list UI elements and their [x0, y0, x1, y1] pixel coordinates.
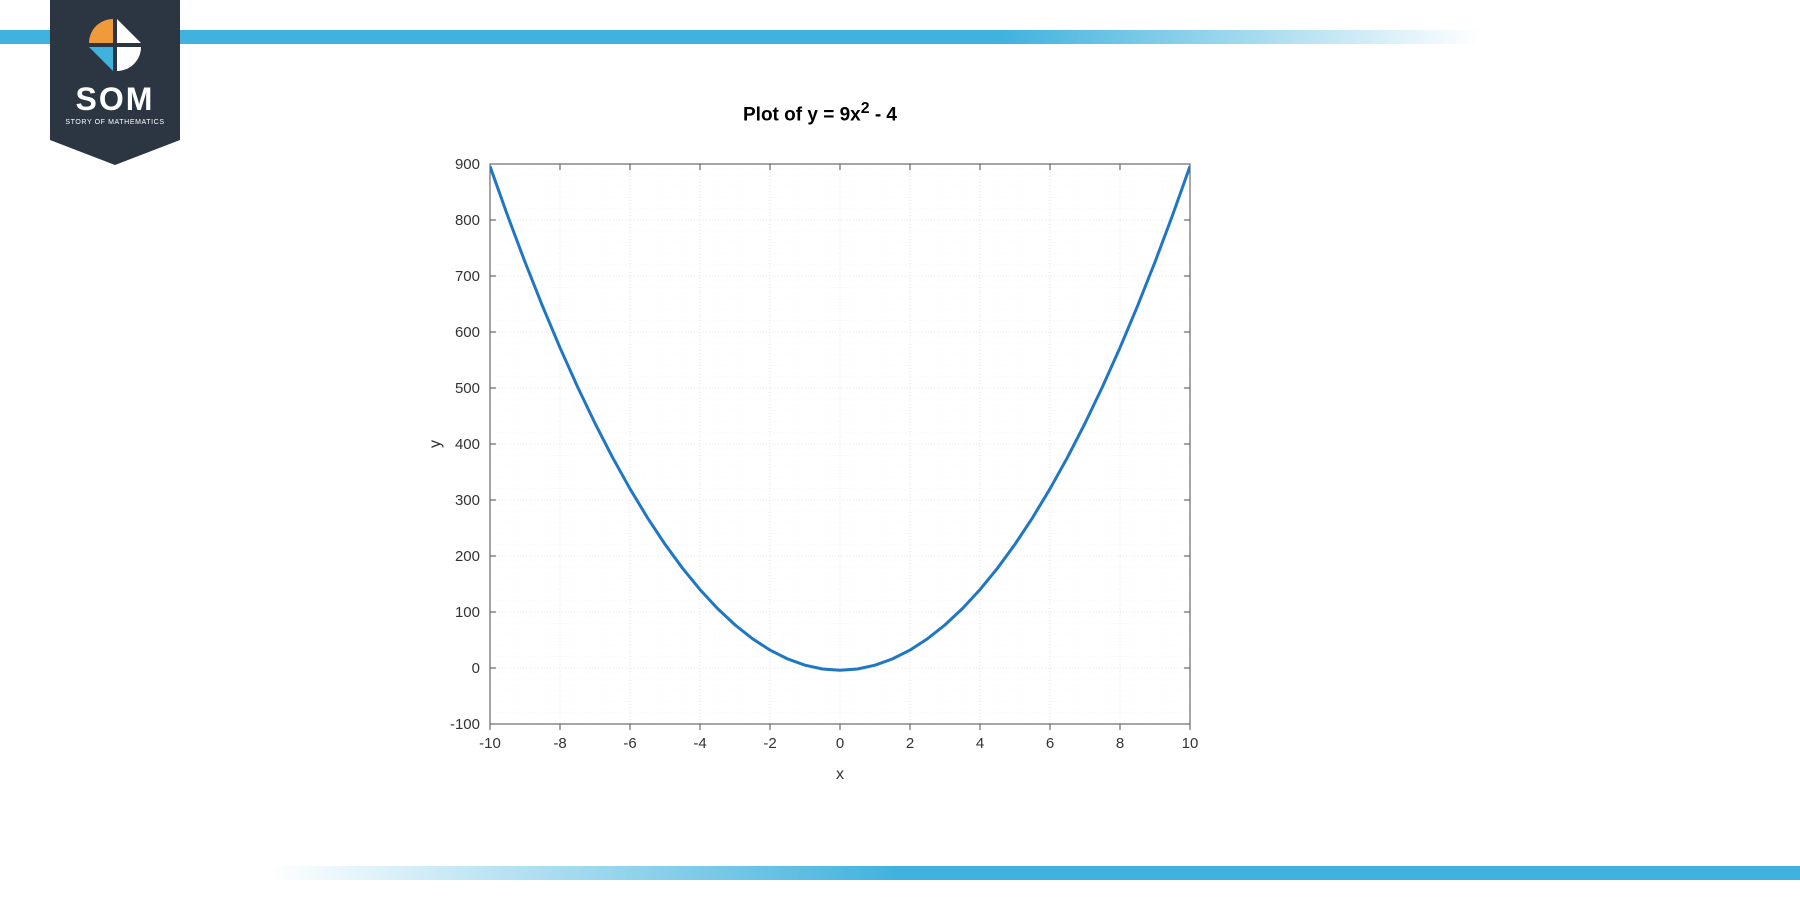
chart-title: Plot of y = 9x2 - 4 [420, 100, 1220, 126]
ytick-label: -100 [450, 716, 480, 733]
bottom-bar-right [900, 866, 1800, 880]
logo-icon: SOM STORY OF MATHEMATICS [50, 0, 180, 175]
logo-tagline-text: STORY OF MATHEMATICS [65, 119, 164, 126]
chart-title-suffix: - 4 [870, 104, 897, 125]
ytick-label: 500 [455, 380, 480, 397]
bottom-bar-left [0, 866, 900, 880]
ytick-label: 200 [455, 548, 480, 565]
xtick-label: -6 [623, 735, 636, 752]
ytick-label: 300 [455, 492, 480, 509]
chart-title-prefix: Plot of y = 9x [743, 104, 861, 125]
ytick-label: 400 [455, 436, 480, 453]
bottom-accent-bar [0, 866, 1800, 880]
xtick-label: -4 [693, 735, 706, 752]
chart-plot: -10 -8 -6 -4 -2 0 2 4 6 8 10 -100 0 100 200 300 400 500 60… [420, 134, 1220, 784]
x-axis-label: x [836, 766, 844, 783]
xtick-label: 8 [1116, 735, 1124, 752]
xtick-label: 6 [1046, 735, 1054, 752]
top-accent-bar [0, 30, 1800, 44]
y-axis-label: y [427, 440, 444, 448]
top-bar-right [1000, 30, 1800, 44]
xtick-label: -8 [553, 735, 566, 752]
chart-container: Plot of y = 9x2 - 4 -10-8-6-4-20246810-1… [420, 100, 1220, 780]
logo-badge: SOM STORY OF MATHEMATICS [50, 0, 180, 170]
ytick-label: 900 [455, 156, 480, 173]
ytick-label: 600 [455, 324, 480, 341]
xtick-label: 10 [1182, 735, 1199, 752]
xtick-label: 0 [836, 735, 844, 752]
ytick-label: 0 [472, 660, 480, 677]
chart-title-exponent: 2 [861, 100, 870, 117]
xtick-label: 4 [976, 735, 984, 752]
ytick-label: 700 [455, 268, 480, 285]
logo-acronym-text: SOM [76, 81, 155, 117]
xtick-label: 2 [906, 735, 914, 752]
ytick-label: 800 [455, 212, 480, 229]
ytick-label: 100 [455, 604, 480, 621]
xtick-label: -10 [479, 735, 501, 752]
xtick-label: -2 [763, 735, 776, 752]
